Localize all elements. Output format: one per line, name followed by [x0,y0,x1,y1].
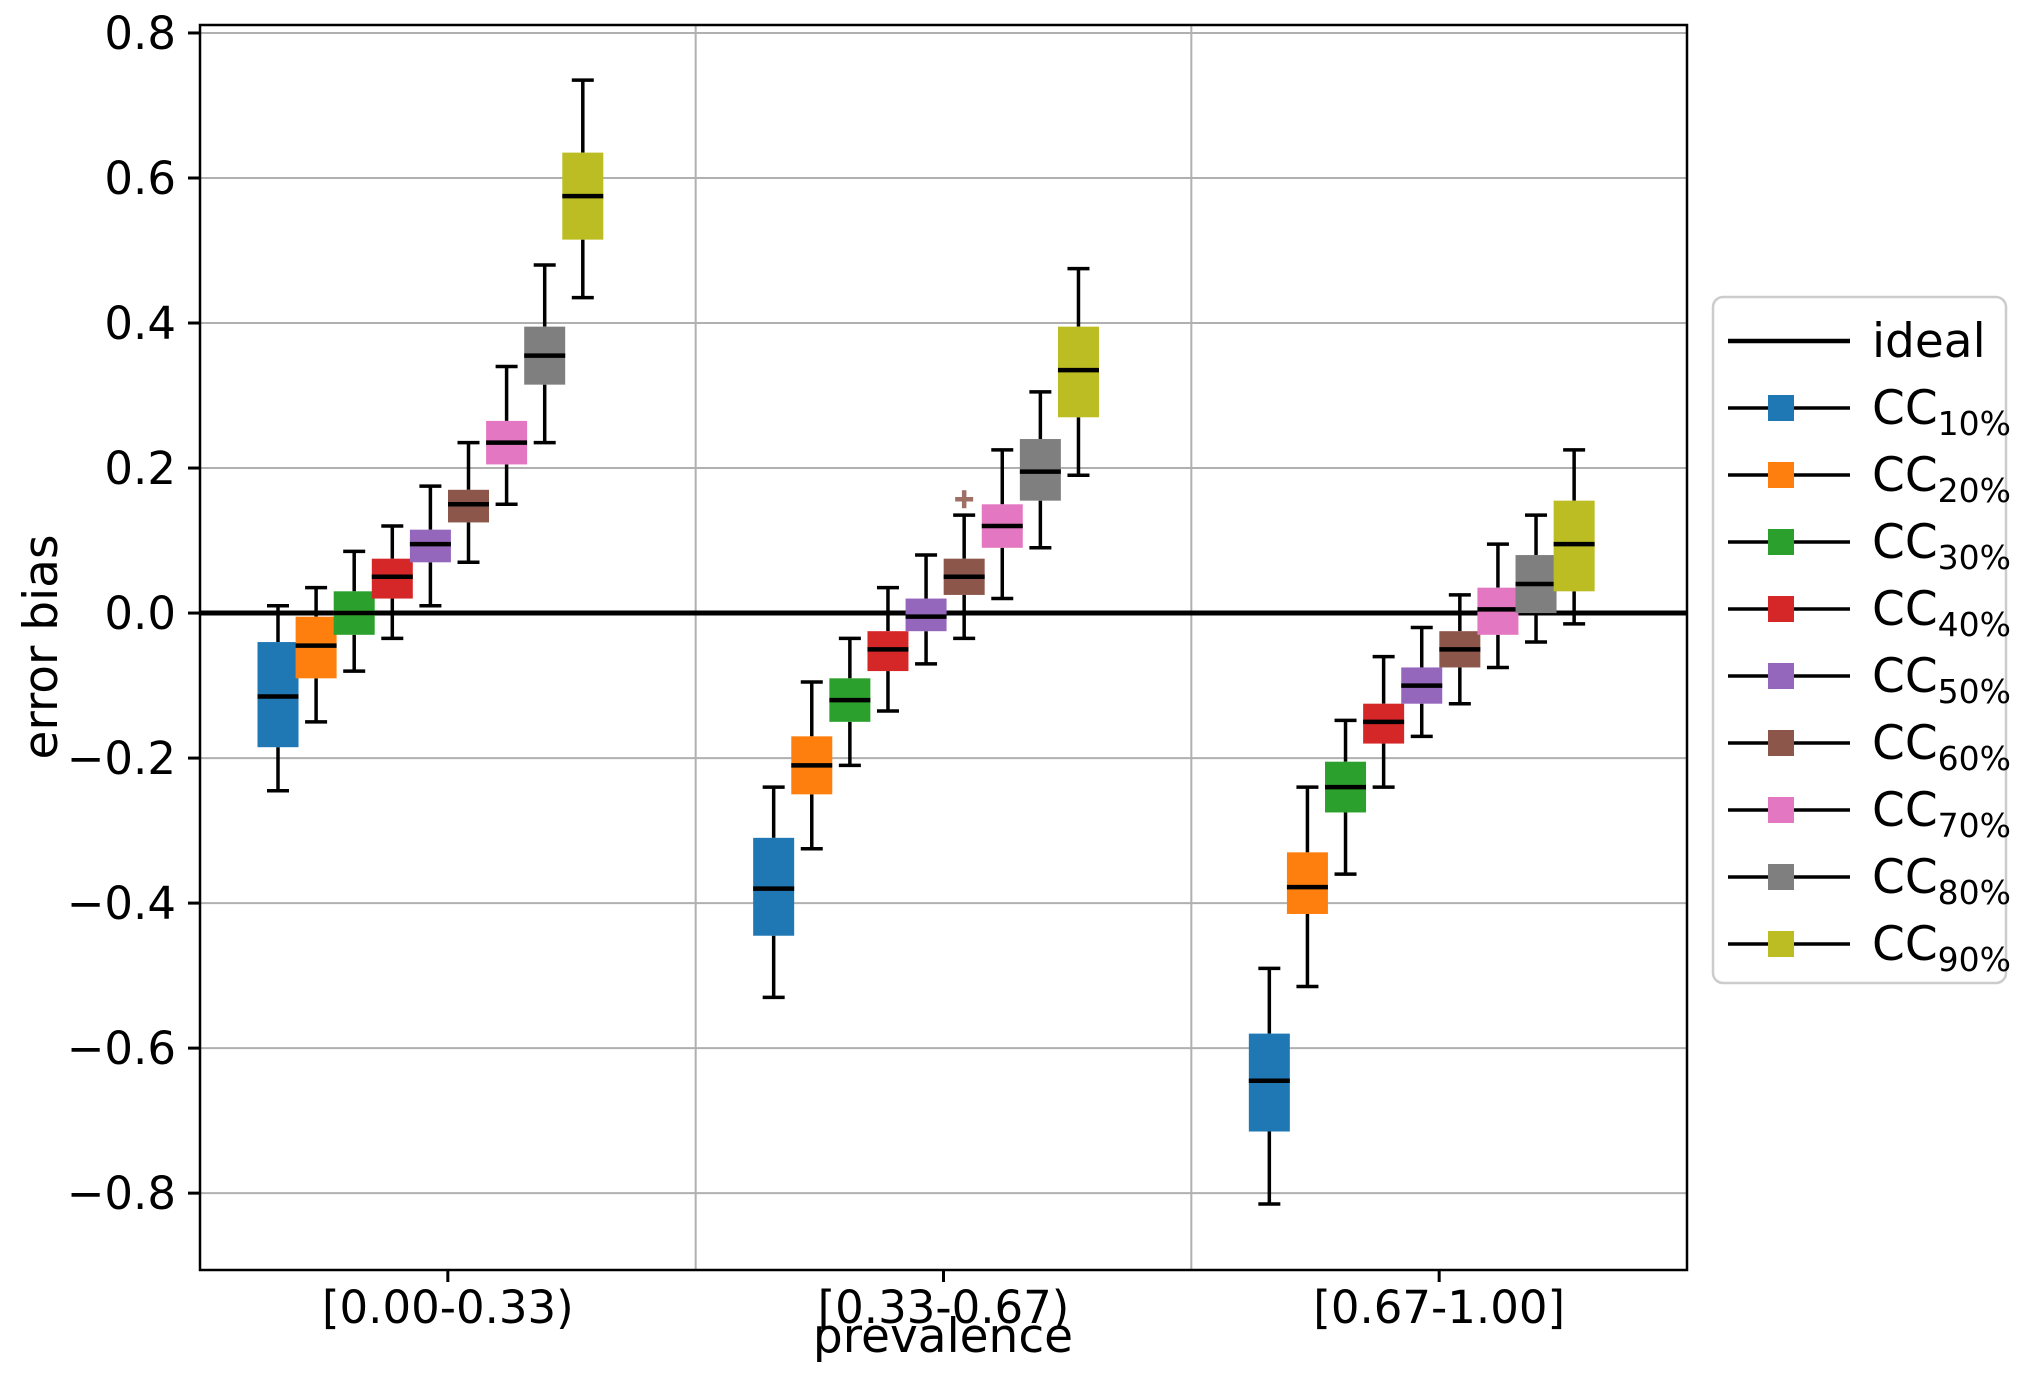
boxplot-CC_80%-group3 [1515,513,1557,644]
boxplot-CC_50%-group3 [1401,625,1443,739]
legend-label: CC40% [1872,582,2011,644]
legend-entry-CC10%: CC10% [1728,381,2011,443]
y-tick-label: −0.8 [67,1167,176,1220]
y-tick-label: 0.8 [104,7,176,60]
x-tick-label: [0.67-1.00] [1313,1281,1565,1334]
x-tick-label: [0.33-0.67) [818,1281,1070,1334]
legend-entry-CC30%: CC30% [1728,515,2011,577]
boxplot-CC_90%-group3 [1553,448,1595,626]
legend-entry-CC70%: CC70% [1728,783,2011,845]
y-tick-label: 0.0 [104,587,176,640]
boxplot-CC_90%-group2 [1057,266,1099,478]
boxplot-CC_60%-group1 [448,440,489,565]
boxplot-CC_80%-group1 [524,263,566,445]
boxplot-CC_20%-group1 [295,585,337,724]
x-axis-label: prevalence [813,1309,1073,1364]
boxplot-CC_30%-group2 [829,636,871,768]
y-tick-label: −0.2 [67,732,176,785]
boxplot-CC_30%-group1 [333,549,375,673]
tick-layer: 0.8 0.6 0.4 0.2 0.0 −0.2 −0.4 −0.6 −0.8 [0.00-0.3… [67,7,1565,1334]
y-tick-label: −0.4 [67,877,176,930]
boxplot-CC_80%-group2 [1019,390,1061,550]
boxplot-CC_40%-group3 [1363,654,1405,789]
y-tick-label: 0.6 [104,152,176,205]
boxplot-CC_70%-group3 [1477,542,1519,670]
boxes-layer [257,78,1595,1206]
boxplot-CC_20%-group3 [1286,785,1328,989]
y-tick-label: 0.2 [104,442,176,495]
boxplot-CC_70%-group2 [981,448,1023,601]
legend-marker-square [1768,596,1794,622]
legend-entry-CC50%: CC50% [1728,649,2011,711]
legend-marker-square [1768,797,1794,823]
legend-entry-CC40%: CC40% [1728,582,2011,644]
y-tick-label: 0.4 [104,297,176,350]
boxplot-CC_20%-group2 [791,680,833,851]
legend-label: CC90% [1872,917,2011,979]
boxplot-CC_30%-group3 [1325,718,1367,876]
legend-entry-CC80%: CC80% [1728,850,2011,912]
box [1286,852,1328,914]
y-axis-label: error bias [14,535,69,760]
legend-marker-square [1768,462,1794,488]
boxplot-CC_50%-group1 [409,484,451,608]
legend-marker-square [1768,730,1794,756]
legend-entry-CC60%: CC60% [1728,716,2011,778]
legend-marker-square [1768,395,1794,421]
legend: ideal CC10%CC20%CC30%CC40%CC50%CC60%CC70%… [1711,295,2011,985]
legend-label: CC30% [1872,515,2011,577]
boxplot-CC_90%-group1 [562,78,604,300]
legend-label: ideal [1872,314,1986,369]
y-tick-label: −0.6 [67,1022,176,1075]
legend-marker-square [1768,864,1794,890]
legend-label: CC60% [1872,716,2011,778]
boxplot-CC_40%-group1 [371,524,413,641]
legend-marker-square [1768,931,1794,957]
legend-label: CC20% [1872,448,2011,510]
legend-label: CC70% [1872,783,2011,845]
legend-label: CC80% [1872,850,2011,912]
boxplot-CC_50%-group2 [905,553,947,666]
legend-entry-CC20%: CC20% [1728,448,2011,510]
legend-marker-square [1768,529,1794,555]
legend-label: CC50% [1872,649,2011,711]
outlier-marker [955,490,974,509]
boxplot-CC_10%-group2 [753,785,795,1000]
legend-label: CC10% [1872,381,2011,443]
boxplot-CC_60%-group3 [1439,593,1481,706]
legend-marker-square [1768,663,1794,689]
boxplot-CC_40%-group2 [867,585,909,713]
boxplot-CC_60%-group2 [943,490,985,641]
x-tick-label: [0.00-0.33) [322,1281,574,1334]
boxplot-CC_10%-group3 [1248,966,1290,1206]
boxplot-CC_70%-group1 [486,364,528,507]
legend-entry-ideal: ideal [1728,314,1986,369]
legend-entry-CC90%: CC90% [1728,917,2011,979]
boxplot-CC_10%-group1 [257,604,299,793]
